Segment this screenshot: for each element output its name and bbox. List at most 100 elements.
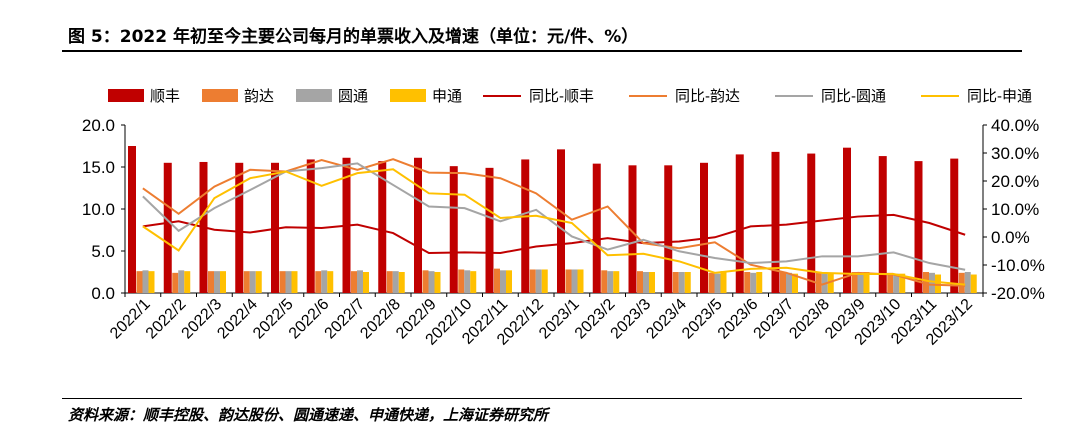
line-同比-申通 (142, 168, 966, 286)
bar-申通 (684, 272, 691, 293)
source-note: 资料来源：顺丰控股、韵达股份、圆通速递、申通快递，上海证券研究所 (68, 406, 549, 424)
legend-swatch (296, 89, 332, 102)
bar-韵达 (208, 271, 214, 293)
bar-圆通 (535, 269, 542, 293)
bar-顺丰 (843, 147, 851, 293)
bar-圆通 (214, 271, 220, 293)
bar-圆通 (786, 272, 792, 293)
bar-顺丰 (664, 165, 673, 293)
bar-圆通 (964, 272, 971, 293)
bar-申通 (541, 269, 548, 293)
bar-顺丰 (378, 161, 387, 293)
figure-title: 图 5：2022 年初至今主要公司每月的单票收入及增速（单位：元/件、%） (68, 27, 639, 47)
bar-顺丰 (235, 162, 244, 293)
bar-申通 (470, 271, 477, 293)
right-tick-label: 30.0% (991, 144, 1039, 163)
bar-申通 (220, 271, 226, 293)
bar-申通 (148, 271, 155, 293)
bar-申通 (255, 271, 262, 293)
bar-韵达 (637, 271, 643, 293)
bar-圆通 (857, 273, 864, 293)
bar-韵达 (386, 271, 393, 293)
bar-圆通 (357, 270, 363, 293)
bar-韵达 (422, 270, 429, 293)
bar-顺丰 (771, 151, 780, 293)
bar-顺丰 (414, 157, 422, 293)
left-tick-label: 20.0 (82, 116, 115, 135)
bar-顺丰 (521, 159, 530, 293)
bar-韵达 (565, 269, 572, 293)
legend-label: 圆通 (338, 88, 368, 105)
bar-韵达 (887, 272, 894, 293)
bar-韵达 (601, 270, 608, 293)
bar-顺丰 (950, 158, 959, 293)
bar-韵达 (494, 268, 500, 293)
bar-顺丰 (128, 146, 136, 293)
bar-韵达 (958, 272, 965, 293)
bar-韵达 (708, 272, 715, 293)
bar-圆通 (500, 270, 506, 293)
bar-申通 (184, 271, 191, 293)
bar-申通 (327, 271, 334, 293)
right-tick-label: -10.0% (991, 256, 1045, 275)
right-tick-label: -20.0% (991, 284, 1045, 303)
legend-label: 顺丰 (150, 88, 180, 105)
legend-label: 韵达 (244, 88, 274, 105)
legend-swatch (390, 89, 426, 102)
bar-韵达 (243, 271, 250, 293)
bar-申通 (863, 272, 870, 293)
bar-圆通 (321, 270, 328, 293)
bar-顺丰 (449, 166, 458, 293)
bar-韵达 (315, 271, 322, 293)
bar-申通 (363, 272, 369, 293)
bar-申通 (720, 271, 727, 293)
bar-圆通 (285, 271, 292, 293)
bar-圆通 (643, 272, 649, 293)
bar-圆通 (142, 270, 149, 293)
bar-顺丰 (628, 165, 637, 293)
bar-申通 (291, 271, 298, 293)
bar-申通 (506, 270, 512, 293)
left-tick-label: 0.0 (91, 284, 115, 303)
bar-申通 (899, 273, 906, 293)
bar-韵达 (351, 271, 357, 293)
bar-顺丰 (914, 161, 923, 293)
bar-圆通 (750, 272, 757, 293)
bar-圆通 (607, 271, 614, 293)
legend-label: 同比-圆通 (821, 88, 886, 105)
right-tick-label: 40.0% (991, 116, 1039, 135)
bar-申通 (935, 274, 941, 293)
legend-label: 同比-申通 (967, 88, 1032, 105)
bar-韵达 (136, 271, 143, 293)
bar-圆通 (571, 269, 578, 293)
bar-韵达 (672, 272, 679, 293)
legend-swatch (202, 89, 238, 102)
right-tick-label: 20.0% (991, 172, 1039, 191)
bar-申通 (577, 269, 584, 293)
bar-圆通 (428, 271, 435, 293)
bar-韵达 (744, 272, 751, 293)
line-同比-顺丰 (142, 213, 966, 254)
bar-申通 (434, 272, 441, 293)
legend-label: 同比-顺丰 (529, 88, 594, 105)
bar-顺丰 (306, 159, 315, 293)
bar-申通 (792, 273, 798, 293)
left-tick-label: 15.0 (82, 158, 115, 177)
right-tick-label: 10.0% (991, 200, 1039, 219)
line-同比-圆通 (142, 162, 966, 271)
bar-韵达 (923, 272, 929, 293)
bar-顺丰 (592, 163, 601, 293)
source-divider (62, 398, 1022, 399)
bar-韵达 (279, 271, 286, 293)
chart: 0.0 5.0 10.0 15.0 20.0 -20.0% -10.0% 0.0% 10.0% 2… (82, 88, 1045, 349)
bar-申通 (970, 274, 977, 293)
bar-圆通 (678, 272, 685, 293)
bar-韵达 (529, 269, 536, 293)
bar-申通 (649, 272, 655, 293)
title-divider (62, 50, 1022, 52)
bar-圆通 (714, 273, 721, 293)
bar-韵达 (780, 272, 786, 293)
left-tick-label: 5.0 (91, 242, 115, 261)
bar-顺丰 (878, 156, 887, 293)
